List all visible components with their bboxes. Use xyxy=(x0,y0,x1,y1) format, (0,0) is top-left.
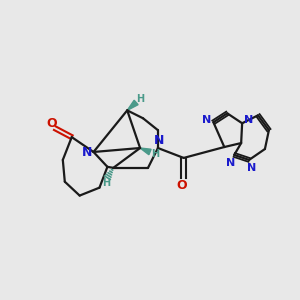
Text: O: O xyxy=(46,117,57,130)
Text: O: O xyxy=(176,179,187,192)
Polygon shape xyxy=(127,100,138,110)
Text: N: N xyxy=(244,115,254,125)
Text: N: N xyxy=(202,115,211,125)
Text: N: N xyxy=(154,134,164,147)
Text: N: N xyxy=(226,158,235,168)
Text: N: N xyxy=(248,163,257,173)
Text: H: H xyxy=(136,94,144,104)
Text: N: N xyxy=(81,146,92,160)
Text: H: H xyxy=(102,178,110,188)
Text: H: H xyxy=(151,149,159,159)
Polygon shape xyxy=(140,148,151,155)
